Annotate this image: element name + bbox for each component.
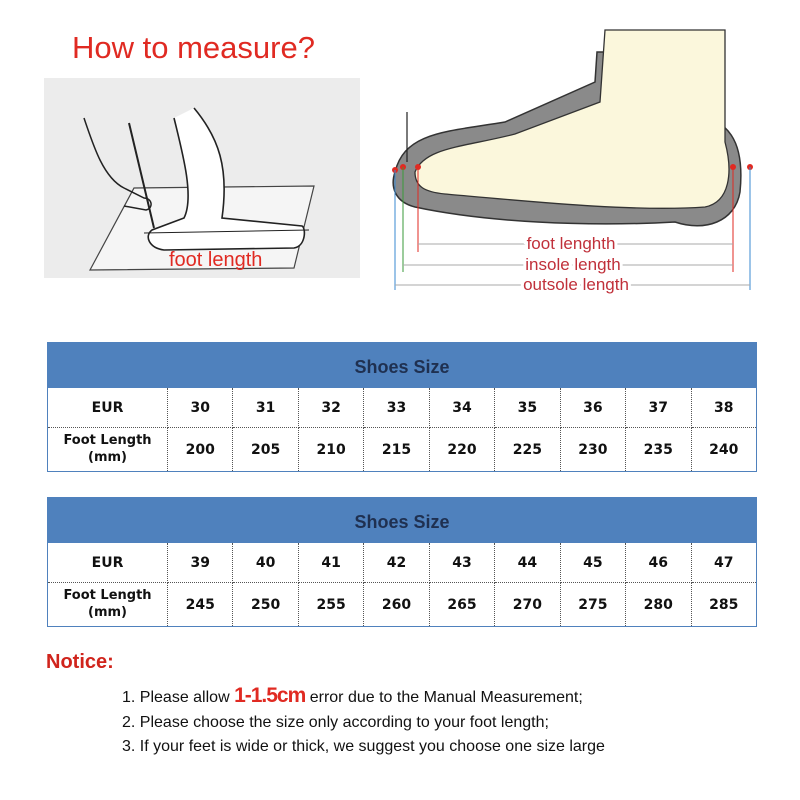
notice-title: Notice: <box>46 651 114 673</box>
outsole-length-label: outsole length <box>523 275 629 294</box>
eur-size-cell: 39 <box>166 542 234 583</box>
size-table-1: Shoes Size EUR 30 31 32 33 34 35 36 37 38 Foot Le… <box>47 342 757 472</box>
foot-length-label: foot length <box>169 249 262 271</box>
shoe-length-diagram: foot lenghth insole length outsole lengt… <box>392 29 753 297</box>
foot-length-cell: 200 <box>166 427 234 472</box>
eur-size-cell: 32 <box>297 387 365 428</box>
row-label: Foot Length (mm) <box>47 582 168 627</box>
foot-measure-illustration: foot length <box>44 78 360 278</box>
row-label: EUR <box>47 387 168 428</box>
foot-length-cell: 230 <box>559 427 627 472</box>
notice-text: 1. Please allow <box>122 689 235 706</box>
notice-text: error due to the Manual Measurement; <box>305 689 583 706</box>
notice-item-1: 1. Please allow 1-1.5cm error due to the… <box>122 684 605 711</box>
notice-item-2: 2. Please choose the size only according… <box>122 713 549 731</box>
foot-length-cell: 235 <box>625 427 692 472</box>
eur-size-cell: 35 <box>494 387 561 428</box>
eur-size-cell: 38 <box>690 387 757 428</box>
eur-size-cell: 31 <box>232 387 299 428</box>
foot-length-row: Foot Length (mm) 245 250 255 260 265 270 275 280… <box>47 582 757 627</box>
table-header: Shoes Size <box>47 342 757 388</box>
foot-lenghth-label: foot lenghth <box>527 234 616 253</box>
eur-size-cell: 36 <box>559 387 627 428</box>
foot-length-cell: 275 <box>559 582 627 627</box>
foot-length-cell: 250 <box>232 582 299 627</box>
foot-length-cell: 205 <box>232 427 299 472</box>
foot-length-cell: 210 <box>297 427 365 472</box>
table-header: Shoes Size <box>47 497 757 543</box>
size-table-2: Shoes Size EUR 39 40 41 42 43 44 45 46 47 Foot Le… <box>47 497 757 627</box>
foot-length-cell: 215 <box>363 427 430 472</box>
eur-size-cell: 43 <box>428 542 496 583</box>
notice-item-3: 3. If your feet is wide or thick, we sug… <box>122 738 605 755</box>
row-label: Foot Length (mm) <box>47 427 168 472</box>
eur-size-cell: 30 <box>166 387 234 428</box>
eur-size-cell: 45 <box>559 542 627 583</box>
eur-size-cell: 37 <box>625 387 692 428</box>
row-label: EUR <box>47 542 168 583</box>
eur-size-cell: 41 <box>297 542 365 583</box>
eur-size-cell: 47 <box>690 542 757 583</box>
eur-row: EUR 30 31 32 33 34 35 36 37 38 <box>47 387 757 428</box>
foot-length-cell: 280 <box>625 582 692 627</box>
eur-size-cell: 34 <box>428 387 496 428</box>
foot-length-cell: 285 <box>690 582 757 627</box>
foot-length-row: Foot Length (mm) 200 205 210 215 220 225 230 235… <box>47 427 757 472</box>
foot-length-cell: 240 <box>690 427 757 472</box>
eur-size-cell: 40 <box>232 542 299 583</box>
foot-length-cell: 255 <box>297 582 365 627</box>
eur-size-cell: 44 <box>494 542 561 583</box>
foot-length-cell: 245 <box>166 582 234 627</box>
foot-length-cell: 270 <box>494 582 561 627</box>
foot-length-cell: 260 <box>363 582 430 627</box>
eur-size-cell: 46 <box>625 542 692 583</box>
insole-length-label: insole length <box>525 255 620 274</box>
eur-size-cell: 33 <box>363 387 430 428</box>
foot-length-cell: 265 <box>428 582 496 627</box>
page-title: How to measure? <box>72 30 315 65</box>
notice-list: 1. Please allow 1-1.5cm error due to the… <box>122 684 605 760</box>
foot-length-cell: 220 <box>428 427 496 472</box>
eur-row: EUR 39 40 41 42 43 44 45 46 47 <box>47 542 757 583</box>
eur-size-cell: 42 <box>363 542 430 583</box>
foot-length-cell: 225 <box>494 427 561 472</box>
error-range-highlight: 1-1.5cm <box>234 684 306 707</box>
